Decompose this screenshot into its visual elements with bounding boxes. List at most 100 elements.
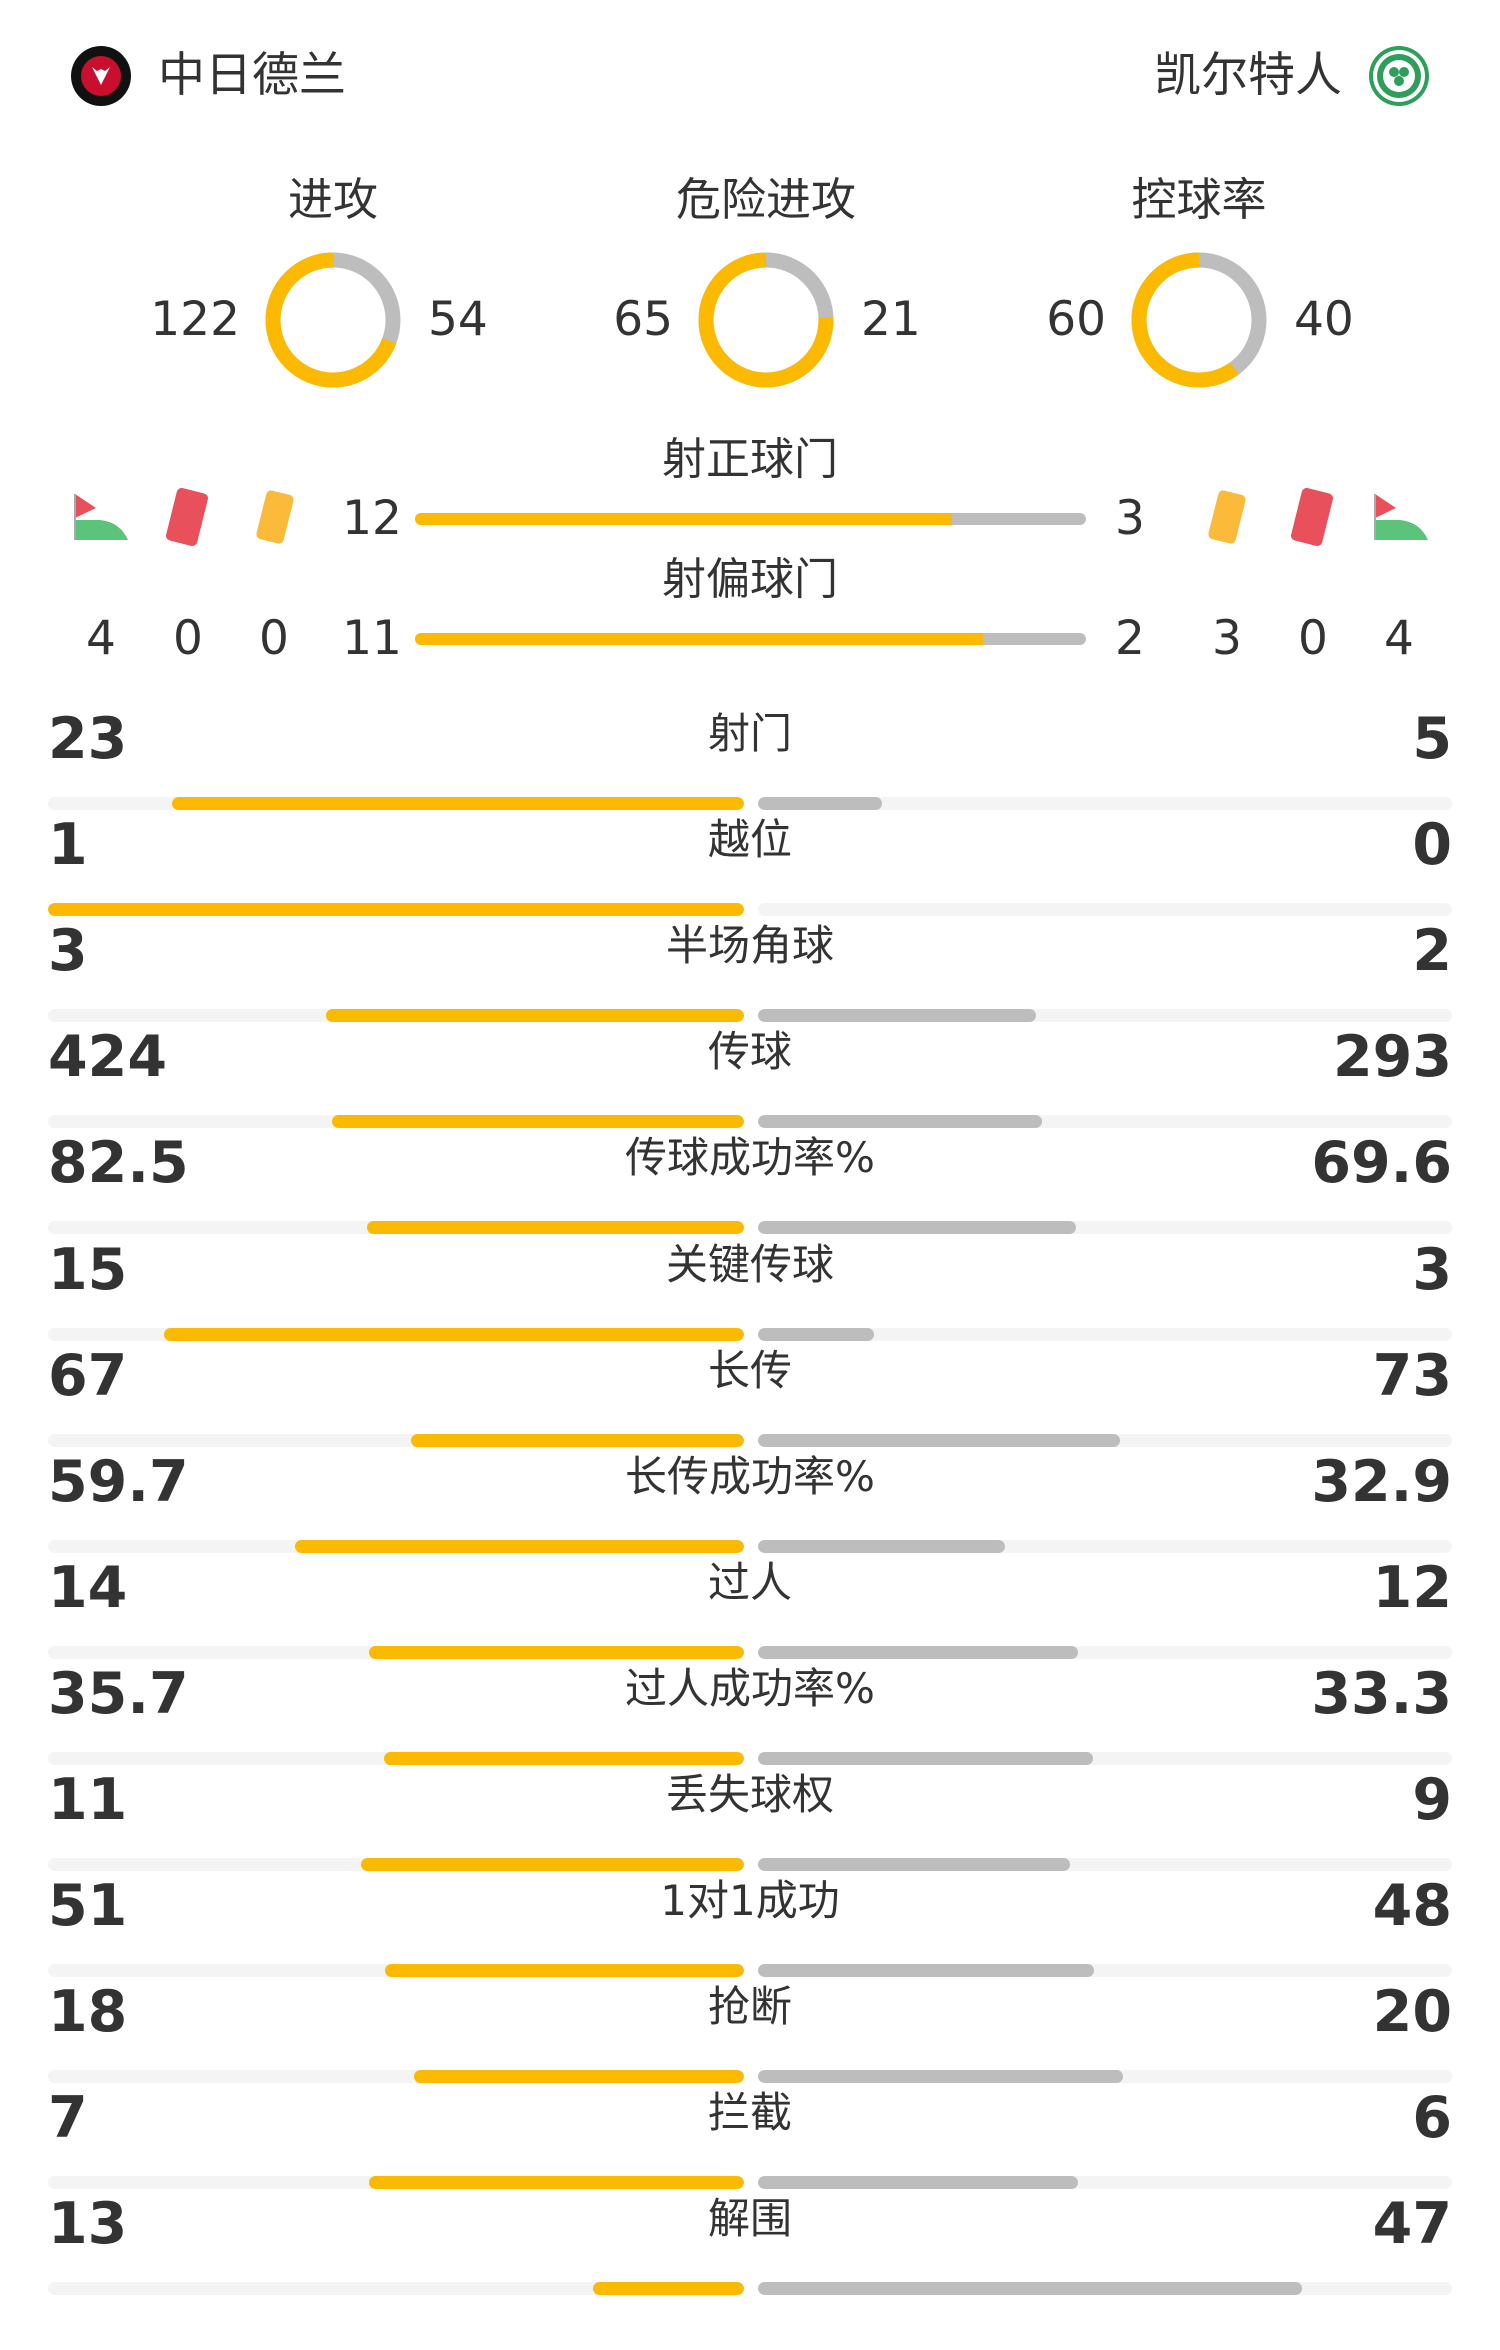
stat-label: 传球成功率% (625, 1133, 875, 1183)
donut-away-value: 54 (428, 292, 488, 347)
stat-home-fill (326, 1009, 744, 1023)
stat-home-value: 82.5 (48, 1130, 189, 1197)
stat-away-fill (758, 1009, 1036, 1023)
stat-home-bar (48, 1645, 744, 1659)
stat-home-value: 35.7 (48, 1660, 189, 1727)
stat-home-fill (366, 1221, 744, 1235)
stat-home-fill (383, 1751, 744, 1765)
stat-away-value: 0 (1412, 812, 1452, 879)
stat-away-bar (758, 1858, 1452, 1871)
home-logo (70, 45, 132, 107)
shots-on-target-home-fill (415, 513, 952, 525)
stat-home-bar (48, 903, 744, 917)
stat-home-bar (48, 1539, 744, 1553)
stat-row: 51 1对1成功 48 (0, 1871, 1500, 1978)
stat-home-value: 3 (48, 918, 88, 985)
stat-away-bar (758, 1539, 1452, 1553)
stat-home-value: 7 (48, 2085, 88, 2152)
donut-home-segment (265, 252, 401, 388)
shots-off-target-home: 11 (342, 611, 402, 666)
stat-away-fill (758, 1539, 1005, 1553)
shots-off-target-home-fill (415, 633, 983, 645)
stat-away-fill (758, 1858, 1071, 1871)
stat-row: 13 解围 47 (0, 2189, 1500, 2296)
stat-home-fill (164, 1327, 744, 1341)
stat-away-value: 9 (1412, 1767, 1452, 1833)
donut-chart (1131, 252, 1267, 388)
stat-away-value: 6 (1412, 2085, 1452, 2152)
stat-home-fill (332, 1115, 744, 1129)
stat-away-fill (758, 1221, 1076, 1235)
stat-home-value: 23 (48, 706, 128, 772)
stat-away-bar (758, 1009, 1452, 1023)
stat-home-fill (369, 1645, 744, 1659)
stat-away-bar (758, 1433, 1452, 1447)
stat-label: 越位 (707, 815, 792, 865)
stat-home-value: 67 (48, 1342, 128, 1409)
stat-home-value: 59.7 (48, 1448, 189, 1515)
stat-home-bar (48, 797, 744, 810)
stat-away-fill (758, 1327, 874, 1341)
stat-label: 射门 (707, 709, 792, 758)
stat-away-fill (758, 2176, 1079, 2190)
stat-away-bar (758, 2070, 1452, 2084)
away-team-name: 凯尔特人 (1154, 48, 1342, 103)
stat-row: 7 拦截 6 (0, 2083, 1500, 2190)
stat-home-bar (48, 2282, 744, 2296)
stat-home-fill (369, 2176, 744, 2190)
stat-away-bar (758, 903, 1452, 917)
stat-home-value: 424 (48, 1024, 167, 1091)
stat-label: 过人 (707, 1557, 792, 1607)
stat-row: 67 长传 73 (0, 1341, 1500, 1447)
stat-home-fill (410, 1433, 744, 1447)
shots-off-target-away: 2 (1115, 611, 1145, 666)
stat-row: 14 过人 12 (0, 1553, 1500, 1659)
stat-row: 23 射门 5 (0, 704, 1500, 810)
stat-away-value: 12 (1372, 1554, 1452, 1621)
stat-away-fill (758, 1964, 1095, 1978)
donut-away-value: 21 (861, 292, 921, 347)
stat-label: 丢失球权 (665, 1770, 834, 1819)
shots-on-target-bar (415, 513, 1086, 525)
stat-label: 1对1成功 (660, 1876, 840, 1926)
stat-away-bar (758, 2282, 1452, 2296)
stat-home-value: 14 (48, 1554, 128, 1621)
stat-away-fill (758, 1115, 1042, 1129)
stat-label: 抢断 (707, 1982, 792, 2032)
stat-home-value: 51 (48, 1873, 128, 1940)
stat-away-bar (758, 1115, 1452, 1129)
stat-label: 过人成功率% (625, 1663, 875, 1713)
donut-title: 危险进攻 (675, 173, 856, 226)
stat-row: 1 越位 0 (0, 810, 1500, 917)
stat-label: 半场角球 (665, 921, 834, 971)
stat-away-bar (758, 797, 1452, 810)
donut-home-segment (698, 252, 834, 388)
stat-row: 15 关键传球 3 (0, 1235, 1500, 1341)
stat-home-bar (48, 1751, 744, 1765)
stat-home-bar (48, 1115, 744, 1129)
stat-home-bar (48, 1858, 744, 1871)
home-corner-flag-icon (72, 492, 130, 548)
away-yellow-card-icon (1203, 486, 1253, 554)
donut-home-value: 65 (613, 292, 673, 347)
home-yellow-cards: 0 (259, 611, 289, 666)
stat-home-value: 1 (48, 812, 88, 879)
stat-label: 拦截 (707, 2088, 792, 2138)
stat-away-fill (758, 1645, 1079, 1659)
stat-home-fill (361, 1858, 744, 1871)
stat-home-value: 13 (48, 2191, 128, 2258)
stat-home-bar (48, 1327, 744, 1341)
stat-away-fill (758, 797, 882, 810)
donut-chart (265, 252, 401, 388)
stat-away-value: 2 (1412, 918, 1452, 985)
stat-home-fill (295, 1539, 744, 1553)
donut-home-segment (1131, 252, 1267, 388)
away-red-card-icon (1288, 486, 1338, 554)
shots-off-target-label: 射偏球门 (662, 554, 838, 605)
home-red-cards: 0 (173, 611, 203, 666)
stat-row: 18 抢断 20 (0, 1977, 1500, 2084)
stat-home-bar (48, 1221, 744, 1235)
stat-row: 3 半场角球 2 (0, 916, 1500, 1023)
stat-home-fill (48, 903, 744, 917)
stat-away-value: 47 (1372, 2191, 1452, 2258)
